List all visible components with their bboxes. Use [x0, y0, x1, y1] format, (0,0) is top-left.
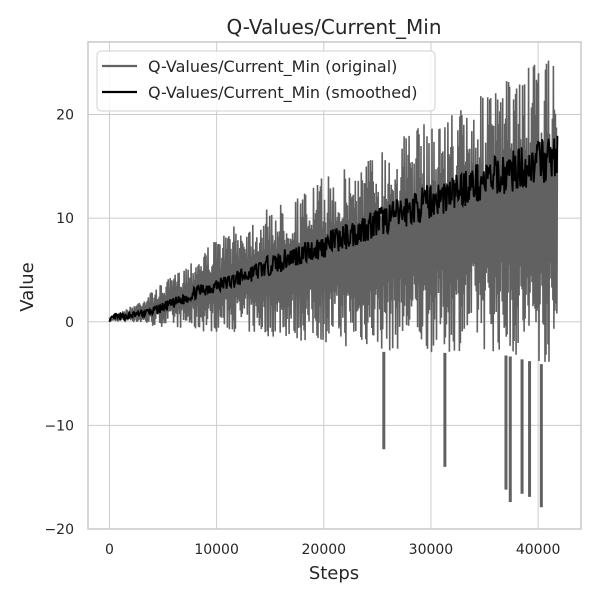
x-tick-label: 20000 — [302, 542, 347, 558]
legend-label-original: Q-Values/Current_Min (original) — [148, 57, 397, 77]
smoothed-series-line — [108, 135, 559, 323]
y-tick-label: 10 — [56, 211, 74, 227]
legend-box — [96, 50, 436, 112]
smoothed-series — [108, 135, 559, 323]
x-axis-ticks: 0 10000 20000 30000 40000 — [105, 542, 560, 558]
y-tick-label: 0 — [65, 315, 74, 331]
legend: Q-Values/Current_Min (original) Q-Values… — [96, 50, 436, 112]
legend-label-smoothed: Q-Values/Current_Min (smoothed) — [148, 83, 418, 103]
y-tick-label: −20 — [44, 522, 74, 538]
y-axis-ticks: −20 −10 0 10 20 — [44, 108, 74, 538]
plot-frame — [87, 41, 582, 530]
x-tick-label: 30000 — [409, 542, 454, 558]
x-tick-label: 40000 — [516, 542, 561, 558]
original-series-line — [108, 60, 559, 362]
x-tick-label: 10000 — [194, 542, 239, 558]
x-tick-label: 0 — [105, 542, 114, 558]
chart-title: Q-Values/Current_Min — [226, 15, 441, 39]
y-tick-label: −10 — [44, 418, 74, 434]
y-axis-label: Value — [17, 262, 38, 311]
x-axis-label: Steps — [309, 563, 359, 584]
y-tick-label: 20 — [56, 108, 74, 124]
original-series-band — [108, 60, 559, 508]
